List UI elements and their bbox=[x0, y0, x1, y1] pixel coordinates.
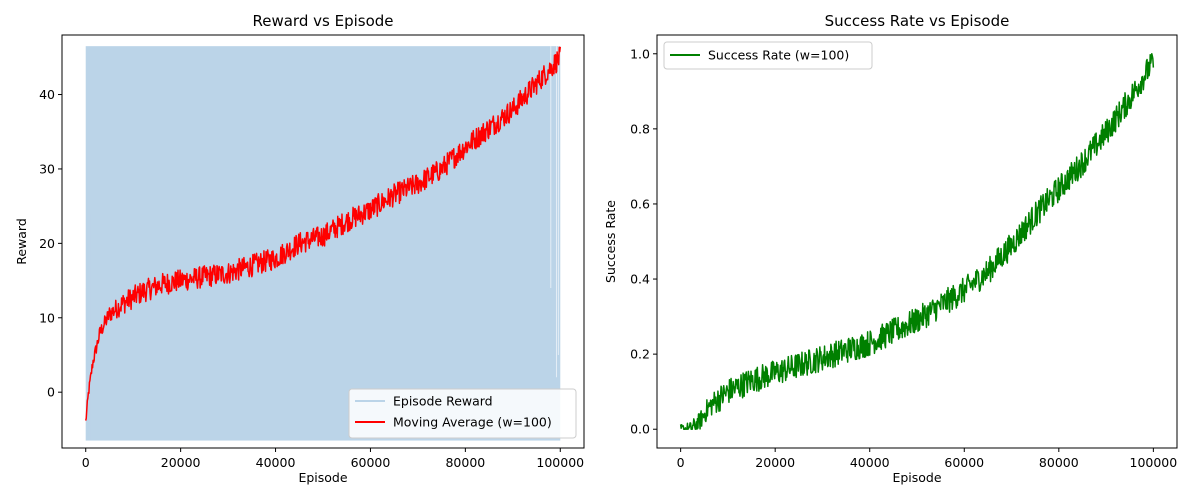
y-tick-label: 1.0 bbox=[630, 46, 650, 61]
legend-label-episode-reward: Episode Reward bbox=[393, 394, 493, 409]
x-tick-label: 20000 bbox=[161, 455, 201, 470]
x-tick-label: 100000 bbox=[536, 455, 584, 470]
success-rate-y-axis-label: Success Rate bbox=[603, 200, 618, 283]
series-line bbox=[679, 53, 1155, 430]
success-rate-legend: Success Rate (w=100) bbox=[663, 41, 873, 70]
x-tick-label: 80000 bbox=[445, 455, 485, 470]
y-tick-label: 0.0 bbox=[630, 422, 650, 437]
success-rate-axes-frame bbox=[656, 34, 1178, 449]
x-tick-label: 80000 bbox=[1039, 455, 1079, 470]
y-tick-label: 0.8 bbox=[630, 121, 650, 136]
y-tick-label: 0.4 bbox=[630, 272, 650, 287]
series-line bbox=[84, 46, 562, 421]
reward-axes-frame bbox=[61, 34, 585, 449]
success-rate-legend-box bbox=[663, 41, 873, 70]
x-tick-label: 60000 bbox=[944, 455, 984, 470]
y-tick-label: 0 bbox=[47, 385, 55, 400]
x-tick-label: 100000 bbox=[1130, 455, 1178, 470]
legend-label-success-rate: Success Rate (w=100) bbox=[708, 48, 849, 63]
x-tick-label: 20000 bbox=[755, 455, 795, 470]
y-tick-label: 0.6 bbox=[630, 196, 650, 211]
reward-legend: Episode Reward Moving Average (w=100) bbox=[348, 388, 577, 439]
success-rate-x-axis-label: Episode bbox=[892, 470, 941, 485]
reward-y-ticks: 0 10 20 30 40 bbox=[39, 87, 62, 400]
reward-x-ticks: 0 20000 40000 60000 80000 100000 bbox=[82, 448, 584, 470]
x-tick-label: 0 bbox=[677, 455, 685, 470]
x-tick-label: 60000 bbox=[351, 455, 391, 470]
success-rate-x-ticks: 0 20000 40000 60000 80000 100000 bbox=[677, 448, 1178, 470]
success-rate-y-ticks: 0.0 0.2 0.4 0.6 0.8 1.0 bbox=[630, 46, 657, 437]
y-tick-label: 0.2 bbox=[630, 347, 650, 362]
y-tick-label: 40 bbox=[39, 87, 55, 102]
reward-plot-area bbox=[84, 46, 562, 441]
y-tick-label: 10 bbox=[39, 310, 55, 325]
reward-legend-box bbox=[348, 388, 577, 439]
y-tick-label: 30 bbox=[39, 161, 55, 176]
legend-label-moving-average: Moving Average (w=100) bbox=[393, 415, 552, 430]
x-tick-label: 40000 bbox=[256, 455, 296, 470]
success-rate-chart: Success Rate vs Episode 0 20000 40000 60000… bbox=[603, 12, 1178, 485]
reward-y-axis-label: Reward bbox=[14, 218, 29, 265]
x-tick-label: 0 bbox=[82, 455, 90, 470]
reward-chart: Reward vs Episode 0 20000 40000 60000 80000 1… bbox=[14, 12, 585, 485]
success-rate-plot-area bbox=[679, 53, 1155, 430]
y-tick-label: 20 bbox=[39, 236, 55, 251]
reward-chart-title: Reward vs Episode bbox=[253, 12, 394, 30]
success-rate-chart-title: Success Rate vs Episode bbox=[825, 12, 1010, 30]
reward-x-axis-label: Episode bbox=[298, 470, 347, 485]
x-tick-label: 40000 bbox=[850, 455, 890, 470]
